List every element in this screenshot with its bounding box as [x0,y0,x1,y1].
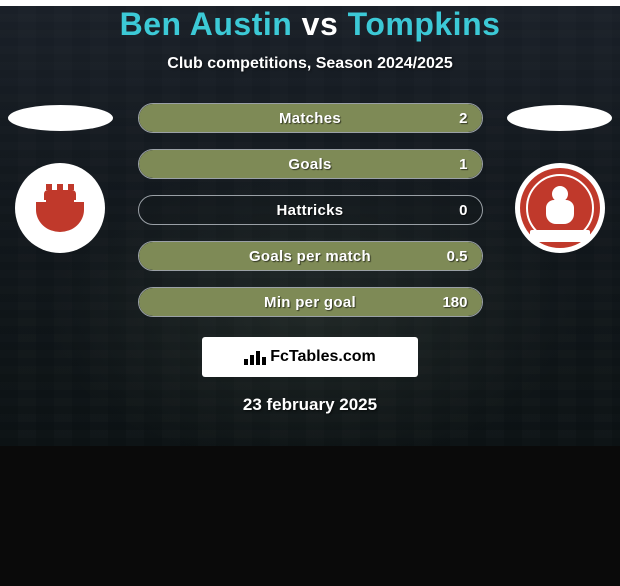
snapshot-date: 23 february 2025 [0,395,620,415]
stats-list: Matches 2 Goals 1 Hattricks 0 Goals per match 0… [138,103,483,317]
stat-label: Min per goal [264,294,356,311]
comparison-arena: Matches 2 Goals 1 Hattricks 0 Goals per match 0… [0,103,620,317]
stat-label: Matches [279,110,341,127]
page-title: Ben Austin vs Tompkins [0,6,620,43]
content: Ben Austin vs Tompkins Club competitions… [0,6,620,415]
club-crest-left [15,163,105,253]
stat-label: Goals [288,156,331,173]
branding-badge[interactable]: FcTables.com [202,337,418,377]
player-photo-right-placeholder [507,105,612,131]
stat-label: Goals per match [249,248,371,265]
chart-icon [244,349,264,365]
stat-label: Hattricks [277,202,344,219]
stat-value-right: 0 [459,202,467,219]
tower-icon [32,180,88,236]
branding-text: FcTables.com [270,348,376,366]
stat-row: Matches 2 [138,103,483,133]
stat-value-right: 1 [459,156,467,173]
title-right-name: Tompkins [348,6,501,42]
stat-value-right: 0.5 [447,248,468,265]
title-vs: vs [302,6,339,42]
stat-row: Hattricks 0 [138,195,483,225]
club-crest-right [515,163,605,253]
stat-value-right: 2 [459,110,467,127]
title-left-name: Ben Austin [120,6,293,42]
subtitle: Club competitions, Season 2024/2025 [0,55,620,73]
stat-value-right: 180 [442,294,467,311]
stat-row: Goals per match 0.5 [138,241,483,271]
stat-row: Goals 1 [138,149,483,179]
stat-row: Min per goal 180 [138,287,483,317]
player-photo-left-placeholder [8,105,113,131]
roundel-icon [520,168,600,248]
